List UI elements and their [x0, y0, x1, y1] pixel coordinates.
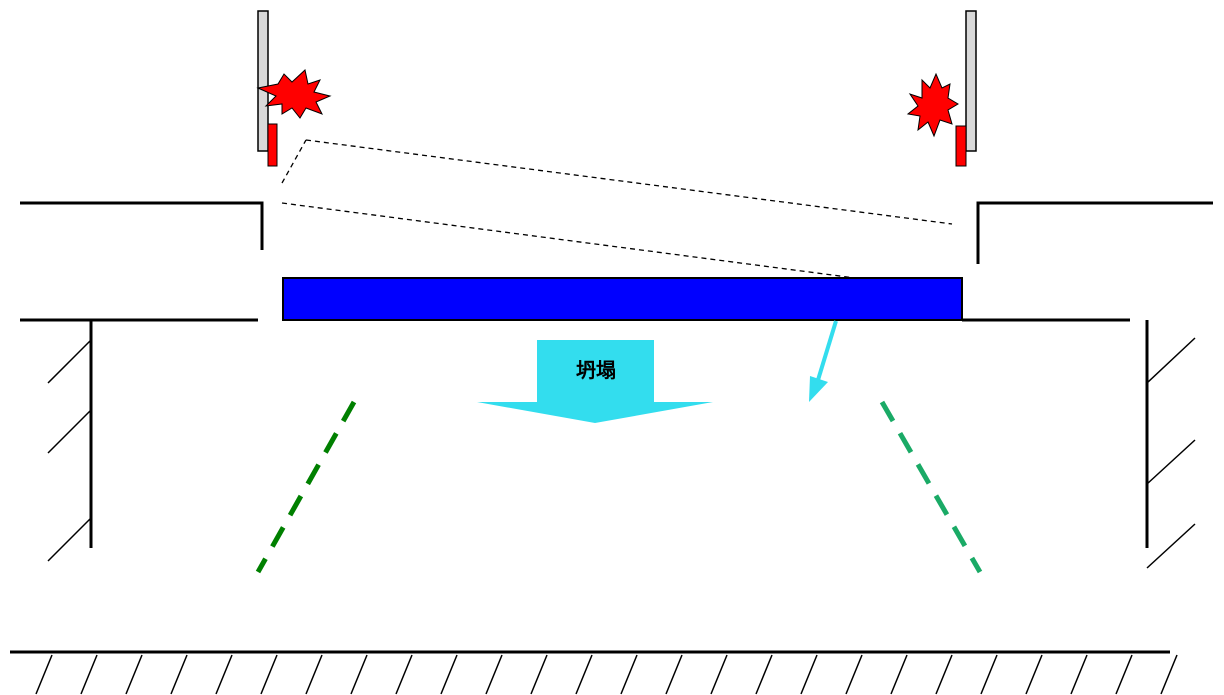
ground-hatch-mark: [890, 654, 908, 695]
ground-hatch-mark: [1115, 654, 1133, 695]
left-wall: [47, 320, 93, 562]
left-support-post-icon: [257, 10, 278, 167]
ground-hatch-mark: [665, 654, 683, 695]
ground-hatch-mark: [575, 654, 593, 695]
ground-hatch-mark: [305, 654, 323, 695]
ground-hatch-mark: [125, 654, 143, 695]
right-wall: [1145, 320, 1196, 569]
ground: [10, 650, 1178, 695]
collapse-arrow-icon: [477, 340, 713, 423]
ground-hatch-mark: [710, 654, 728, 695]
ground-hatch-mark: [1025, 654, 1043, 695]
ground-hatch-mark: [845, 654, 863, 695]
ground-hatch-mark: [1070, 654, 1088, 695]
ground-hatch-mark: [350, 654, 368, 695]
ground-hatch-mark: [980, 654, 998, 695]
right-floor-outline: [962, 201, 1213, 322]
right-shore-line: [879, 400, 983, 574]
ground-hatch-mark: [620, 654, 638, 695]
left-explosion-icon: [256, 69, 332, 119]
right-support-post-icon: [955, 10, 977, 167]
left-floor-outline: [20, 201, 264, 322]
ground-hatch-mark: [35, 654, 53, 695]
ground-hatch-mark: [530, 654, 548, 695]
collapse-label: 坍塌: [576, 358, 616, 382]
ground-hatch-mark: [440, 654, 458, 695]
ground-hatch-mark: [800, 654, 818, 695]
ground-hatch-mark: [395, 654, 413, 695]
left-shore-line: [255, 400, 357, 574]
ground-hatch-mark: [755, 654, 773, 695]
ground-hatch-mark: [935, 654, 953, 695]
ground-hatch-mark: [260, 654, 278, 695]
ground-hatch-mark: [485, 654, 503, 695]
ground-hatch-mark: [1160, 654, 1178, 695]
slab: [282, 277, 963, 321]
ground-hatch-mark: [170, 654, 188, 695]
right-explosion-icon: [906, 72, 959, 138]
tilt-arrow-icon: [809, 320, 838, 402]
ground-hatch-mark: [215, 654, 233, 695]
ground-hatch-mark: [80, 654, 98, 695]
